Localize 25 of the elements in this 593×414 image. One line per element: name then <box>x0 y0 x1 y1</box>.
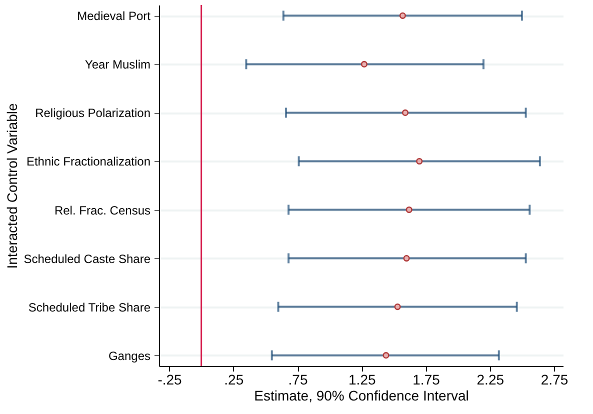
point <box>394 304 401 310</box>
point <box>406 206 412 214</box>
y-tick-label: Year Muslim <box>84 58 151 72</box>
y-tick-label: Ganges <box>108 348 150 363</box>
x-tick-label: .25 <box>224 372 244 388</box>
y-tick-label: Medieval Port <box>77 9 152 24</box>
x-tick-label: 2.25 <box>476 372 504 388</box>
point <box>399 12 406 19</box>
y-tick-label: Scheduled Caste Share <box>24 252 151 266</box>
y-tick-label: Ethnic Fractionalization <box>26 154 150 169</box>
point <box>416 158 423 165</box>
x-tick-label: -.25 <box>158 372 182 388</box>
x-tick-label: .75 <box>288 372 308 388</box>
y-tick-label: Religious Polarization <box>35 106 150 120</box>
y-tick-label: Rel. Frac. Census <box>54 203 150 218</box>
point <box>360 60 368 68</box>
point <box>402 109 409 116</box>
y-tick-label: Scheduled Tribe Share <box>28 300 151 314</box>
point <box>382 352 390 359</box>
x-tick-label: 1.75 <box>412 372 440 388</box>
x-axis-title: Estimate, 90% Confidence Interval <box>254 388 469 404</box>
x-tick-label: 1.25 <box>348 372 376 388</box>
point <box>403 254 410 262</box>
y-axis-title: Interacted Control Variable <box>4 103 20 269</box>
x-tick-label: 2.75 <box>540 372 568 388</box>
